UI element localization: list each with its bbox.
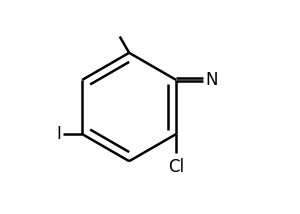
Text: Cl: Cl — [168, 158, 184, 176]
Text: N: N — [206, 71, 218, 89]
Text: I: I — [56, 125, 61, 143]
